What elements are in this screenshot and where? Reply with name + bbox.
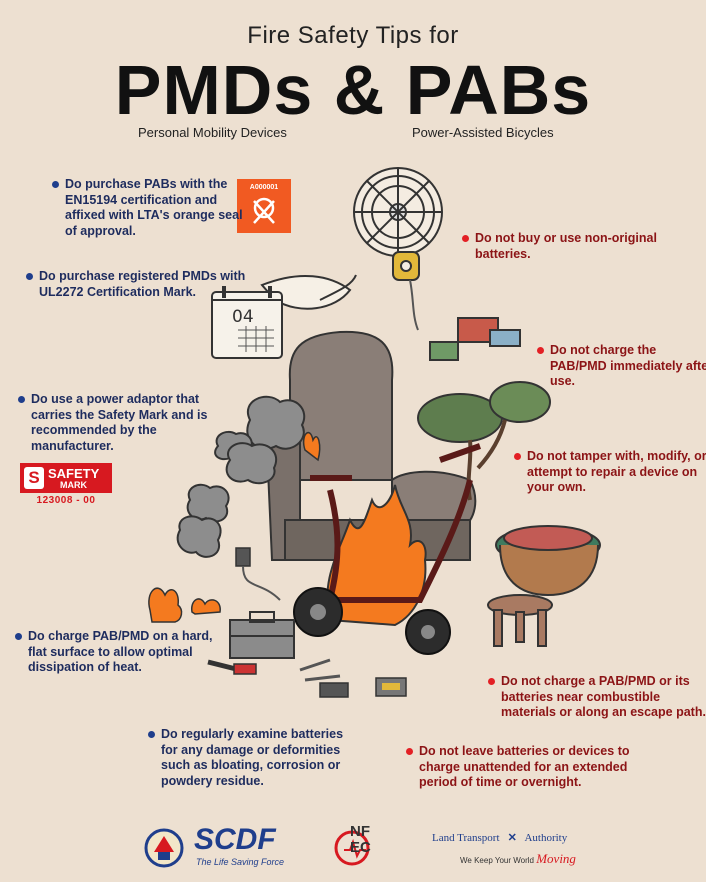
nfec-logo: NF EC <box>350 823 371 856</box>
dont-tip-1: Do not buy or use non-original batteries… <box>462 231 706 262</box>
lta-tagline-text: We Keep Your World <box>460 856 534 865</box>
pmd-acronym: Personal Mobility Devices <box>138 125 287 140</box>
subtitle: Fire Safety Tips for <box>247 22 459 49</box>
calendar-icon: 04 <box>211 286 283 359</box>
dont-tip-4: Do not charge a PAB/PMD or its batteries… <box>488 674 706 721</box>
dont-tip-5: Do not leave batteries or devices to cha… <box>406 744 649 791</box>
nfec-logo-icon: NF EC <box>332 822 380 870</box>
lta-name-1: Land Transport <box>432 832 500 844</box>
page-title: PMDs & PABs <box>114 51 592 129</box>
lta-moving: Moving <box>536 851 576 866</box>
stool-icon <box>487 594 553 647</box>
dont-tip-3: Do not tamper with, modify, or attempt t… <box>514 449 706 496</box>
fan-icon <box>353 167 443 331</box>
plant-icon <box>417 381 551 501</box>
safety-mark-label-2: MARK <box>60 480 87 490</box>
pab-acronym: Power-Assisted Bicycles <box>412 125 554 140</box>
basket-icon <box>495 525 601 597</box>
lta-ribbon-icon: ✕ <box>507 832 517 844</box>
do-tip-5: Do regularly examine batteries for any d… <box>148 727 351 789</box>
do-tip-1: Do purchase PABs with the EN15194 certif… <box>52 177 243 239</box>
scooter-icon <box>300 443 481 603</box>
calendar-day: 04 <box>232 307 254 327</box>
scdf-crest-icon <box>144 828 184 868</box>
scdf-logo: SCDF <box>194 823 276 856</box>
lta-logo: Land Transport ✕ Authority <box>432 831 567 844</box>
scdf-tagline: The Life Saving Force <box>196 857 285 867</box>
do-tip-4: Do charge PAB/PMD on a hard, flat surfac… <box>15 629 228 676</box>
lta-seal-code: A000001 <box>249 184 279 191</box>
smoke-icon <box>176 395 306 558</box>
do-tip-2: Do purchase registered PMDs with UL2272 … <box>26 269 249 300</box>
lta-seal-icon: A000001 <box>237 179 291 233</box>
safety-mark-number: 123008 - 00 <box>36 495 96 506</box>
safety-mark-icon: S SAFETY MARK <box>20 463 112 493</box>
safety-mark-label-1: SAFETY <box>48 466 100 481</box>
do-tip-3: Do use a power adaptor that carries the … <box>18 392 211 454</box>
toolbox-icon <box>229 611 295 659</box>
lta-name-2: Authority <box>524 832 568 844</box>
lta-tagline: We Keep Your World Moving <box>460 851 576 867</box>
dont-tip-2: Do not charge the PAB/PMD immediately af… <box>537 343 706 390</box>
